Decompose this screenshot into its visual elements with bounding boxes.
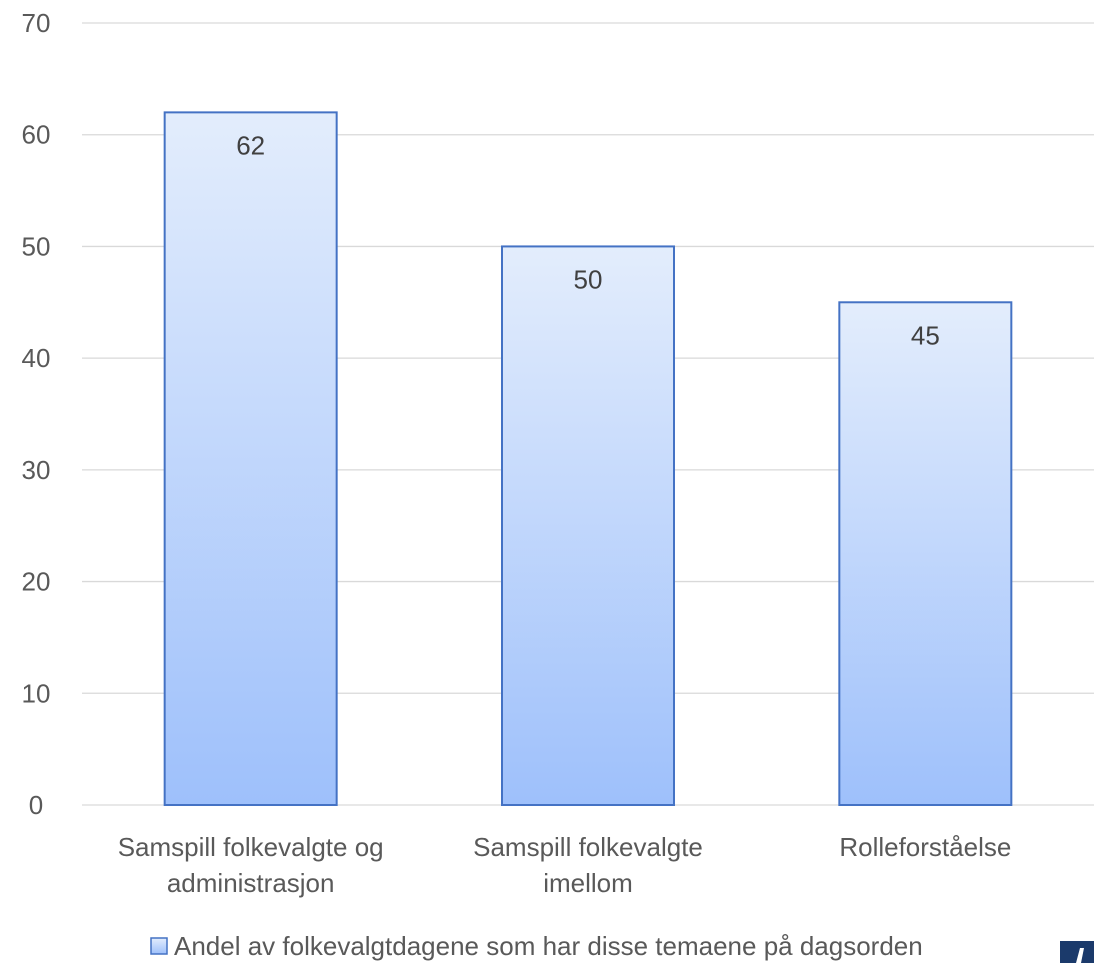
bar xyxy=(163,111,338,807)
y-tick-label: 30 xyxy=(22,455,51,485)
category-label: Rolleforståelse xyxy=(839,832,1011,862)
y-tick-label: 50 xyxy=(22,231,51,261)
bars xyxy=(163,111,1013,807)
data-label: 50 xyxy=(574,264,603,294)
data-label: 45 xyxy=(911,320,940,350)
y-tick-label: 0 xyxy=(29,790,43,820)
y-tick-label: 60 xyxy=(22,120,51,150)
logo-mark xyxy=(1060,941,1094,963)
y-axis-ticks: 0 10 20 30 40 50 60 70 xyxy=(22,8,51,820)
data-label: 62 xyxy=(236,130,265,160)
bar xyxy=(838,301,1013,806)
y-tick-label: 70 xyxy=(22,8,51,38)
y-tick-label: 20 xyxy=(22,567,51,597)
y-tick-label: 10 xyxy=(22,678,51,708)
data-labels: 62 50 45 xyxy=(236,130,940,350)
category-label: imellom xyxy=(543,868,633,898)
category-labels: Samspill folkevalgte og administrasjon Sam… xyxy=(118,832,1012,898)
legend-swatch xyxy=(150,937,168,955)
category-label: Samspill folkevalgte og xyxy=(118,832,384,862)
category-label: administrasjon xyxy=(167,868,335,898)
y-tick-label: 40 xyxy=(22,343,51,373)
category-label: Samspill folkevalgte xyxy=(473,832,703,862)
legend-label: Andel av folkevalgtdagene som har disse … xyxy=(174,931,923,961)
legend: Andel av folkevalgtdagene som har disse … xyxy=(150,931,923,961)
bar xyxy=(501,245,675,806)
